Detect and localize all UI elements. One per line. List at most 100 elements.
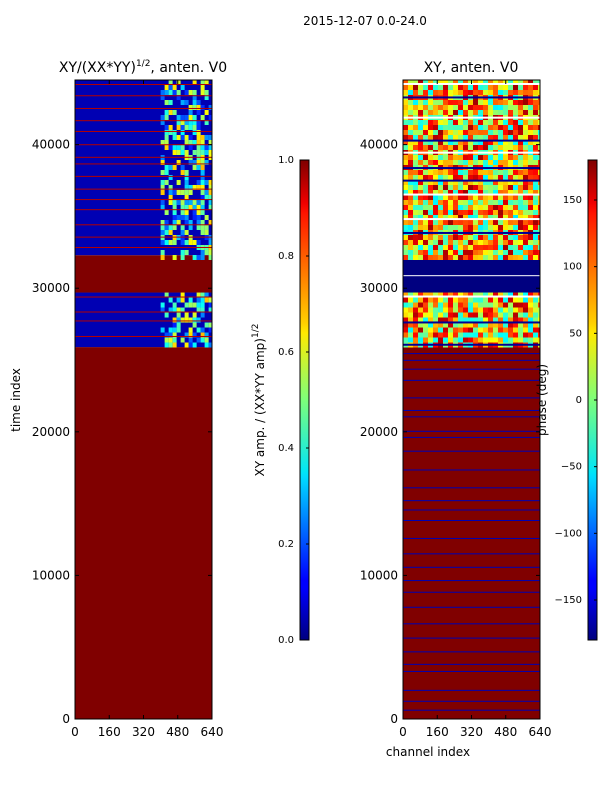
heatmap-cell [418, 135, 423, 140]
heatmap-cell [453, 337, 458, 343]
heatmap-cell [448, 307, 453, 313]
heatmap-cell [458, 155, 463, 160]
heatmap-cell [478, 225, 483, 230]
heatmap-cell [208, 195, 212, 200]
colorbar-tick-label: 0.8 [278, 251, 294, 262]
heatmap-cell [518, 332, 523, 338]
heatmap-cell [428, 332, 433, 338]
heatmap-cell [184, 220, 189, 225]
heatmap-cell [518, 215, 523, 220]
heatmap-cell [513, 225, 518, 230]
heatmap-cell [473, 225, 478, 230]
heatmap-cell [458, 130, 463, 135]
heatmap-cell [433, 302, 438, 308]
heatmap-cell [443, 245, 448, 250]
heatmap-cell [200, 180, 205, 185]
heatmap-cell [508, 170, 513, 175]
heatmap-cell [528, 225, 533, 230]
heatmap-cell [488, 175, 493, 180]
heatmap-cell [423, 100, 428, 105]
heatmap-cell [528, 160, 533, 165]
heatmap-cell [403, 327, 408, 333]
heatmap-cell [513, 190, 518, 195]
heatmap-cell [438, 200, 443, 205]
heatmap-cell [413, 130, 418, 135]
heatmap-cell [518, 185, 523, 190]
heatmap-cell [478, 312, 483, 318]
heatmap-cell [423, 105, 428, 110]
heatmap-cell [483, 297, 488, 303]
heatmap-cell [468, 297, 473, 303]
heatmap-flag-line [403, 637, 540, 639]
heatmap-cell [503, 155, 508, 160]
heatmap-cell [503, 235, 508, 240]
heatmap-cell [428, 90, 433, 95]
heatmap-cell [523, 312, 528, 318]
heatmap-cell [508, 210, 513, 215]
heatmap-flag-line [403, 700, 540, 702]
heatmap-cell [518, 190, 523, 195]
heatmap-cell [433, 312, 438, 318]
heatmap-cell [503, 180, 508, 185]
heatmap-cell [503, 250, 508, 255]
heatmap-cell [493, 210, 498, 215]
heatmap-cell [508, 155, 513, 160]
heatmap-cell [493, 185, 498, 190]
heatmap-cell [408, 185, 413, 190]
heatmap-flag-line [403, 436, 540, 438]
heatmap-cell [403, 312, 408, 318]
heatmap-cell [408, 312, 413, 318]
heatmap-flag-line [75, 107, 212, 109]
heatmap-cell [533, 195, 538, 200]
heatmap-cell [523, 255, 528, 260]
amplitude-colorbar-gradient [299, 159, 310, 641]
heatmap-cell [438, 130, 443, 135]
heatmap-cell [493, 297, 498, 303]
heatmap-cell [438, 90, 443, 95]
heatmap-cell [428, 180, 433, 185]
heatmap-cell [523, 220, 528, 225]
heatmap-cell [523, 317, 528, 323]
heatmap-cell [523, 145, 528, 150]
heatmap-cell [423, 322, 428, 328]
heatmap-cell [513, 200, 518, 205]
heatmap-cell [458, 250, 463, 255]
heatmap-cell [176, 120, 181, 125]
heatmap-cell [528, 195, 533, 200]
heatmap-cell [192, 95, 197, 100]
heatmap-cell [433, 175, 438, 180]
heatmap-cell [493, 180, 498, 185]
heatmap-cell [208, 327, 212, 333]
heatmap-flag-line [403, 591, 540, 593]
heatmap-cell [503, 185, 508, 190]
heatmap-cell [418, 105, 423, 110]
heatmap-cell [533, 292, 538, 298]
heatmap-cell [168, 327, 173, 333]
heatmap-cell [458, 100, 463, 105]
heatmap-cell [423, 255, 428, 260]
heatmap-cell [473, 175, 478, 180]
heatmap-cell [408, 327, 413, 333]
amplitude-panel-title: XY/(XX*YY)1/2, anten. V0 [59, 59, 227, 76]
heatmap-cell [418, 195, 423, 200]
heatmap-cell [188, 125, 193, 130]
heatmap-cell [433, 145, 438, 150]
heatmap-cell [498, 175, 503, 180]
heatmap-cell [483, 292, 488, 298]
heatmap-cell [463, 255, 468, 260]
heatmap-cell [413, 322, 418, 328]
heatmap-cell [184, 205, 189, 210]
heatmap-cell [438, 105, 443, 110]
heatmap-cell [448, 220, 453, 225]
heatmap-cell [483, 327, 488, 333]
heatmap-cell [438, 225, 443, 230]
heatmap-cell [518, 292, 523, 298]
heatmap-cell [518, 250, 523, 255]
heatmap-cell [413, 245, 418, 250]
heatmap-cell [513, 160, 518, 165]
heatmap-cell [403, 255, 408, 260]
heatmap-cell [538, 145, 540, 150]
heatmap-cell [172, 220, 177, 225]
heatmap-cell [453, 120, 458, 125]
heatmap-cell [408, 205, 413, 210]
